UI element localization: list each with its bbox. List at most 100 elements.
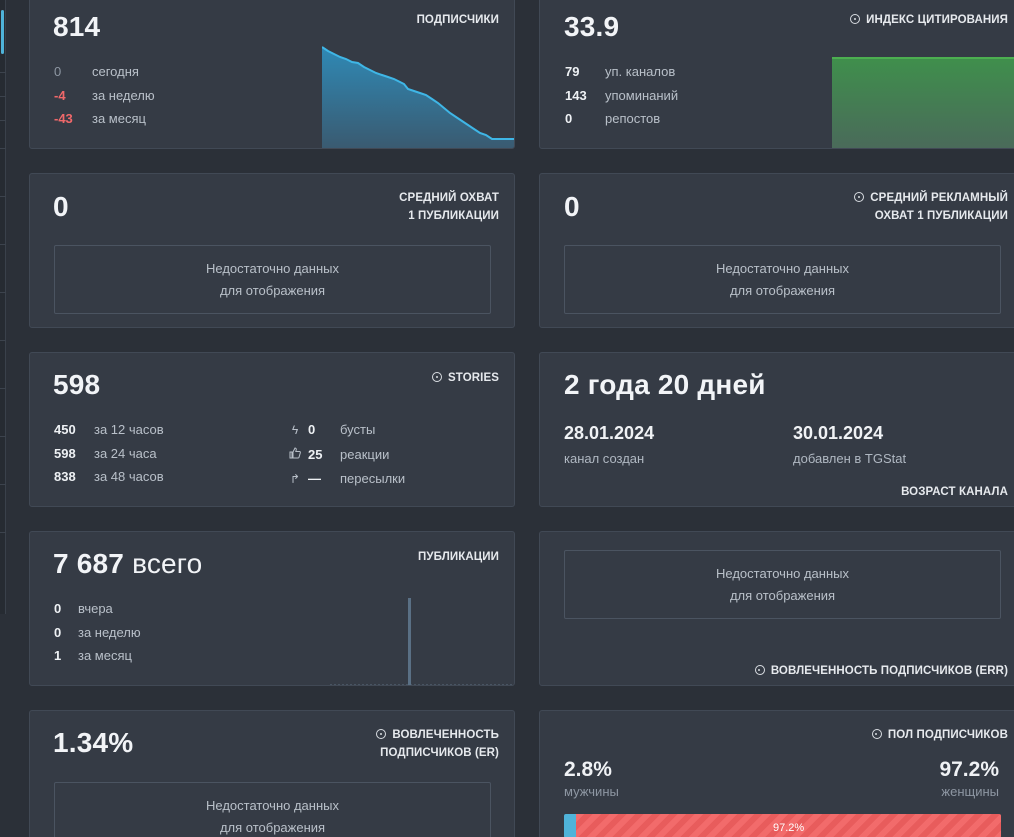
subscribers-count: 814 (53, 11, 101, 42)
sidebar-divider (0, 120, 6, 121)
stat-label: пересылки (340, 471, 406, 486)
lightning-icon: ϟ (291, 423, 299, 437)
no-data-placeholder: Недостаточно данных для отображения (564, 245, 1001, 314)
no-data-placeholder: Недостаточно данных для отображения (564, 550, 1001, 619)
stat-row: 1 за месяц (54, 644, 141, 668)
average-ad-reach-card[interactable]: 0 СРЕДНИЙ РЕКЛАМНЫЙ ОХВАТ 1 ПУБЛИКАЦИИ Н… (539, 173, 1014, 328)
created-date: 28.01.2024 (564, 423, 655, 443)
info-icon[interactable] (754, 665, 765, 675)
stat-label: за неделю (92, 87, 155, 103)
gender-card[interactable]: ПОЛ ПОДПИСЧИКОВ 2.8% мужчины 97.2% женщи… (539, 710, 1014, 837)
channel-age-title: ВОЗРАСТ КАНАЛА (901, 486, 1008, 498)
stat-value: -43 (54, 111, 73, 126)
channel-age-card[interactable]: 2 года 20 дней 28.01.2024 канал создан 3… (539, 352, 1014, 507)
stat-row: 0 вчера (54, 597, 141, 621)
stat-row: 450 за 12 часов (54, 418, 164, 442)
citation-index-value: 33.9 (564, 11, 620, 42)
er-title: ВОВЛЕЧЕННОСТЬ ПОДПИСЧИКОВ (ER) (376, 726, 499, 762)
male-label: мужчины (564, 784, 619, 799)
stories-count: 598 (53, 369, 101, 400)
stat-row: 0 за неделю (54, 621, 141, 645)
info-icon[interactable] (376, 729, 387, 739)
stat-label: репостов (605, 111, 661, 126)
stat-label: за месяц (78, 648, 132, 663)
created-label: канал создан (564, 451, 645, 466)
stat-row: 0 сегодня (54, 60, 155, 84)
stat-row: 79 уп. каналов (565, 60, 678, 84)
stat-value: 0 (54, 64, 62, 79)
stat-label: за месяц (92, 111, 146, 126)
sidebar-divider (0, 436, 6, 437)
stat-row: 143 упоминаний (565, 84, 678, 108)
stat-value: 450 (54, 422, 76, 437)
stat-row: 838 за 48 часов (54, 465, 164, 489)
sidebar-divider (0, 292, 6, 293)
male-segment (564, 814, 577, 837)
stat-label: за неделю (78, 624, 141, 640)
stories-stats: 450 за 12 часов 598 за 24 часа 838 за 48 ча… (54, 418, 164, 489)
sidebar-divider (0, 388, 6, 389)
subscribers-title: ПОДПИСЧИКИ (416, 14, 499, 26)
sidebar-divider (0, 72, 6, 73)
stories-extra-stats: ϟ 0 бусты 25 реакции ↱ — пересылки (288, 418, 405, 492)
stat-label: реакции (340, 446, 390, 462)
channel-age-value: 2 года 20 дней (564, 369, 766, 400)
citation-stats: 79 уп. каналов 143 упоминаний 0 репостов (565, 60, 678, 131)
added-date: 30.01.2024 (793, 423, 884, 443)
citation-index-title: ИНДЕКС ЦИТИРОВАНИЯ (850, 11, 1008, 29)
sidebar-divider (0, 196, 6, 197)
err-card[interactable]: Недостаточно данных для отображения ВОВЛЕ… (539, 531, 1014, 686)
citation-index-card[interactable]: 33.9 ИНДЕКС ЦИТИРОВАНИЯ 79 уп. каналов 14… (539, 0, 1014, 149)
publications-stats: 0 вчера 0 за неделю 1 за месяц (54, 597, 141, 668)
sidebar-divider (0, 96, 6, 97)
stories-card[interactable]: 598 STORIES 450 за 12 часов 598 за 24 часа… (29, 352, 515, 507)
stat-row: -4 за неделю (54, 84, 155, 108)
stat-value: -4 (54, 87, 66, 103)
average-ad-reach-title: СРЕДНИЙ РЕКЛАМНЫЙ ОХВАТ 1 ПУБЛИКАЦИИ (854, 189, 1008, 225)
stat-label: за 12 часов (94, 422, 164, 437)
er-card[interactable]: 1.34% ВОВЛЕЧЕННОСТЬ ПОДПИСЧИКОВ (ER) Нед… (29, 710, 515, 837)
sidebar-divider (0, 532, 6, 533)
average-reach-title: СРЕДНИЙ ОХВАТ 1 ПУБЛИКАЦИИ (399, 192, 499, 222)
gender-title: ПОЛ ПОДПИСЧИКОВ (871, 726, 1008, 744)
female-label: женщины (941, 784, 999, 799)
average-ad-reach-value: 0 (564, 191, 580, 222)
female-segment: 97.2% (576, 814, 1001, 837)
info-icon[interactable] (432, 372, 443, 382)
no-data-placeholder: Недостаточно данных для отображения (54, 245, 491, 314)
stat-label: уп. каналов (605, 64, 676, 79)
citation-sparkline (832, 57, 1014, 148)
gender-bar: 97.2% (564, 814, 1001, 837)
stat-label: за 48 часов (94, 469, 164, 484)
stat-value: 838 (54, 469, 76, 484)
info-icon[interactable] (850, 14, 861, 24)
publications-title: ПУБЛИКАЦИИ (418, 551, 499, 563)
added-label: добавлен в TGStat (793, 451, 907, 466)
sidebar-divider (0, 484, 6, 485)
stat-value: — (308, 471, 321, 486)
stat-row: -43 за месяц (54, 107, 155, 131)
no-data-placeholder: Недостаточно данных для отображения (54, 782, 491, 837)
average-reach-card[interactable]: 0 СРЕДНИЙ ОХВАТ 1 ПУБЛИКАЦИИ Недостаточно… (29, 173, 515, 328)
publications-card[interactable]: 7 687 всего ПУБЛИКАЦИИ 0 вчера 0 за неделю… (29, 531, 515, 686)
stat-row: 25 реакции (288, 443, 405, 468)
stat-value: 0 (54, 601, 62, 616)
left-sidebar-edge (0, 0, 6, 614)
info-icon[interactable] (854, 192, 865, 202)
subscribers-stats: 0 сегодня -4 за неделю -43 за месяц (54, 60, 155, 131)
stat-value: 25 (308, 446, 323, 462)
stat-label: сегодня (92, 64, 139, 79)
stat-row: ↱ — пересылки (288, 467, 405, 492)
stat-value: 143 (565, 87, 587, 103)
stat-value: 0 (565, 111, 573, 126)
info-icon[interactable] (871, 729, 882, 739)
publications-total: 7 687 всего (53, 548, 203, 579)
average-reach-value: 0 (53, 191, 69, 222)
subscribers-card[interactable]: 814 ПОДПИСЧИКИ 0 сегодня -4 за неделю -43 з… (29, 0, 515, 149)
female-percent: 97.2% (939, 758, 999, 781)
subscribers-sparkline (322, 46, 514, 148)
publications-sparkline (330, 598, 514, 685)
sidebar-divider (0, 340, 6, 341)
stat-label: вчера (78, 601, 113, 616)
stat-value: 79 (565, 64, 580, 79)
